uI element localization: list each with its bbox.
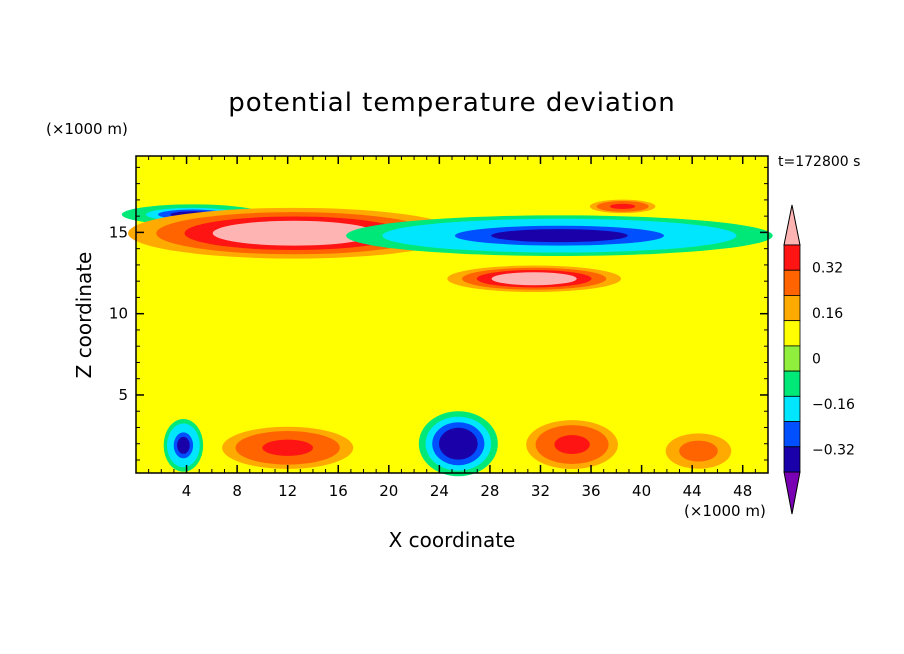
contour-feature [583, 198, 663, 215]
contour-feature [658, 429, 738, 473]
colorbar-cell [783, 395, 801, 422]
y-tick-label: 5 [118, 386, 128, 404]
colorbar-cell [783, 446, 801, 473]
contour-feature [447, 265, 622, 292]
x-tick-label: 8 [232, 482, 242, 500]
contour-feature [346, 215, 773, 256]
x-axis-label: X coordinate [388, 528, 516, 552]
contour-level [506, 274, 562, 283]
colorbar-cell [783, 421, 801, 448]
x-tick-label: 32 [531, 482, 550, 500]
colorbar-cell [783, 320, 801, 347]
x-tick-label: 48 [733, 482, 752, 500]
y-axis-unit: (×1000 m) [46, 120, 128, 138]
colorbar-tick-label: 0 [812, 352, 821, 368]
colorbar-cell [783, 345, 801, 372]
x-tick-label: 24 [430, 482, 449, 500]
colorbar-tick-label: −0.32 [812, 442, 855, 458]
x-axis-unit: (×1000 m) [684, 502, 766, 520]
colorbar: 0.32 0.16 0 −0.16 −0.32 [783, 204, 855, 515]
contour-level [685, 444, 712, 458]
chart-title: potential temperature deviation [228, 88, 676, 118]
contour-level [240, 225, 348, 242]
x-tick-label: 36 [581, 482, 600, 500]
colorbar-cell [783, 295, 801, 322]
x-tick-label: 16 [329, 482, 348, 500]
time-label: t=172800 s [778, 154, 861, 170]
x-tick-label: 44 [683, 482, 702, 500]
colorbar-tick-label: 0.32 [812, 261, 843, 277]
colorbar-tick-label: 0.16 [812, 306, 843, 322]
colorbar-cell [783, 244, 801, 271]
contour-level [610, 203, 636, 209]
contour-level [262, 439, 313, 456]
contour-level [445, 433, 471, 455]
contour-level [177, 436, 190, 454]
colorbar-extend-max [783, 204, 801, 246]
x-tick-label: 28 [480, 482, 499, 500]
contour-feature [163, 418, 204, 472]
colorbar-cell [783, 370, 801, 397]
contour-feature [128, 207, 460, 259]
colorbar-cell [783, 269, 801, 296]
x-tick-label: 12 [278, 482, 297, 500]
contour-field [121, 155, 773, 477]
x-tick-label: 20 [379, 482, 398, 500]
contour-feature [208, 422, 367, 474]
x-tick-label: 40 [632, 482, 651, 500]
y-tick-label: 10 [109, 305, 128, 323]
colorbar-extend-min [783, 471, 801, 515]
contour-feature [418, 411, 498, 477]
contour-feature [516, 415, 628, 475]
contour-level [554, 435, 590, 454]
y-tick-label: 15 [109, 223, 128, 241]
x-tick-label: 4 [182, 482, 192, 500]
colorbar-tick-label: −0.16 [812, 397, 855, 413]
contour-level [491, 229, 628, 243]
